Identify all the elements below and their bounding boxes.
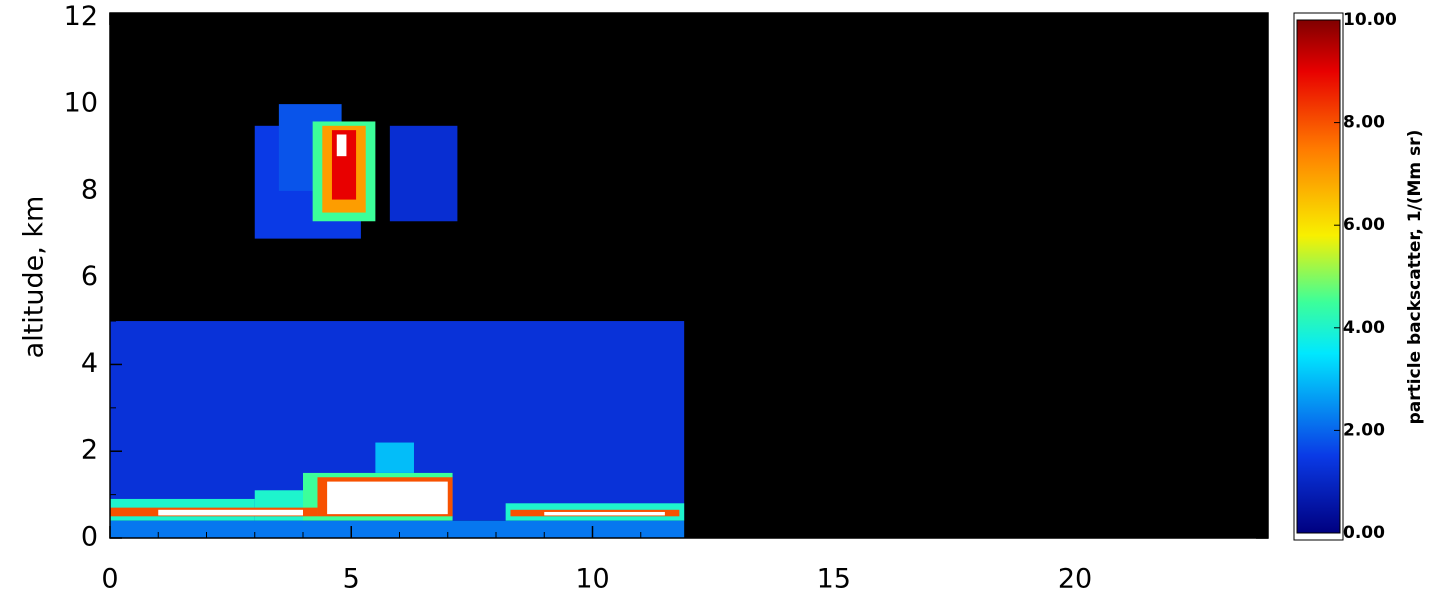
y-tick-label: 10 xyxy=(64,88,98,119)
y-axis-label: altitude, km xyxy=(19,196,50,359)
colorbar-tick-label: 6.00 xyxy=(1343,215,1385,235)
colorbar-tick-label: 0.00 xyxy=(1343,523,1385,543)
y-tick-label: 6 xyxy=(81,261,98,292)
x-tick-label: 15 xyxy=(817,564,851,594)
colorbar-tick-label: 8.00 xyxy=(1343,113,1385,133)
heatmap-cell xyxy=(389,125,458,222)
x-tick-label: 5 xyxy=(343,564,360,594)
heatmap-cell xyxy=(544,511,665,516)
colorbar xyxy=(1296,19,1341,534)
colorbar-tick-label: 10.00 xyxy=(1343,10,1397,30)
x-tick-label: 0 xyxy=(101,564,118,594)
colorbar-frame xyxy=(1293,12,1344,541)
heatmap-cell xyxy=(327,481,448,515)
y-tick-label: 12 xyxy=(64,1,98,32)
colorbar-tick-label: 4.00 xyxy=(1343,318,1385,338)
x-tick-label: 20 xyxy=(1058,564,1092,594)
y-tick-label: 2 xyxy=(81,435,98,466)
y-tick-label: 8 xyxy=(81,174,98,205)
y-tick-label: 0 xyxy=(81,522,98,553)
x-tick-label: 10 xyxy=(575,564,609,594)
heatmap-cell xyxy=(336,134,347,157)
heatmap-cell xyxy=(158,509,303,516)
colorbar-label: particle backscatter, 1/(Mm sr) xyxy=(1405,130,1425,425)
y-tick-label: 4 xyxy=(81,348,98,379)
heatmap-cell xyxy=(110,520,685,538)
heatmap-cell xyxy=(375,442,414,473)
colorbar-tick-label: 2.00 xyxy=(1343,420,1385,440)
